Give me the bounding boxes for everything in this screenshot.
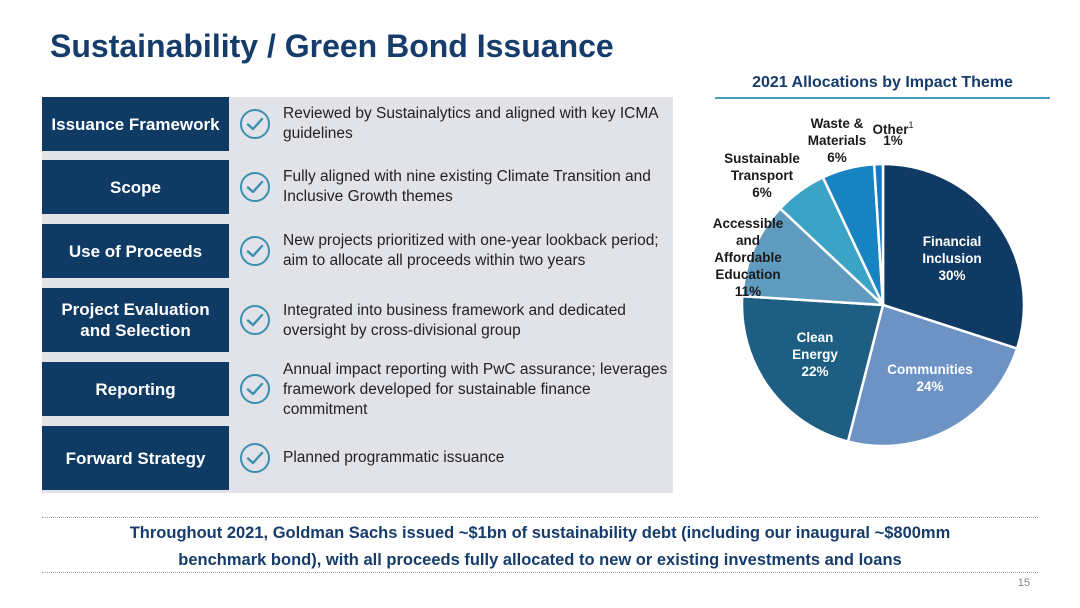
- check-circle-icon: [240, 172, 270, 202]
- row-label: Project Evaluation and Selection: [42, 288, 229, 352]
- pie-label-communities: Communities 24%: [887, 362, 973, 394]
- row-label: Issuance Framework: [42, 97, 229, 151]
- chart-title-underline: [715, 97, 1050, 99]
- pie-label-financial-inclusion: Financial Inclusion 30%: [922, 234, 981, 283]
- row-description: New projects prioritized with one-year l…: [283, 232, 659, 269]
- footer-line-1: Throughout 2021, Goldman Sachs issued ~$…: [129, 524, 951, 542]
- row-label: Use of Proceeds: [42, 224, 229, 278]
- check-circle-icon: [240, 305, 270, 335]
- row-description: Annual impact reporting with PwC assuran…: [283, 361, 668, 418]
- framework-row-scope: Scope Fully aligned with nine existing C…: [42, 160, 673, 214]
- row-description: Integrated into business framework and d…: [283, 302, 626, 339]
- check-circle-icon: [240, 443, 270, 473]
- row-description: Fully aligned with nine existing Climate…: [283, 168, 651, 205]
- row-label: Reporting: [42, 362, 229, 416]
- pie-label-sustainable-transport: Sustainable Transport 6%: [724, 151, 800, 200]
- framework-row-use-of-proceeds: Use of Proceeds New projects prioritized…: [42, 224, 673, 278]
- page-title: Sustainability / Green Bond Issuance: [50, 28, 614, 64]
- footer-callout: Throughout 2021, Goldman Sachs issued ~$…: [42, 520, 1038, 574]
- chart-title: 2021 Allocations by Impact Theme: [752, 74, 1013, 91]
- page-number: 15: [1017, 577, 1030, 589]
- pie-slice-financial-inclusion: [881, 162, 1026, 351]
- framework-row-issuance: Issuance Framework Reviewed by Sustainal…: [42, 97, 673, 151]
- footer-line-2: benchmark bond), with all proceeds fully…: [178, 551, 902, 569]
- check-circle-icon: [240, 109, 270, 139]
- check-circle-icon: [240, 374, 270, 404]
- pie-label-waste-materials: Waste & Materials 6%: [808, 116, 867, 165]
- pie-slice-other: [872, 162, 885, 306]
- pie-slice-clean-energy: [740, 294, 885, 444]
- row-description: Planned programmatic issuance: [283, 449, 505, 466]
- pie-label-other: Other1 1%: [872, 120, 913, 148]
- row-label: Scope: [42, 160, 229, 214]
- divider-bottom: [42, 572, 1038, 573]
- pie-slice-accessible-and-affordable-education: [740, 206, 887, 307]
- framework-row-reporting: Reporting Annual impact reporting with P…: [42, 361, 673, 418]
- framework-row-project-evaluation: Project Evaluation and Selection Integra…: [42, 288, 673, 352]
- row-description: Reviewed by Sustainalytics and aligned w…: [283, 105, 658, 142]
- pie-label-clean-energy: Clean Energy 22%: [792, 330, 838, 379]
- pie-label-accessible-and-affordable-education: Accessible and Affordable Education 11%: [713, 216, 784, 299]
- framework-row-forward-strategy: Forward Strategy Planned programmatic is…: [42, 426, 673, 490]
- divider-top: [42, 517, 1038, 518]
- row-label: Forward Strategy: [42, 426, 229, 490]
- pie-slice-communities: [846, 303, 1019, 448]
- check-circle-icon: [240, 236, 270, 266]
